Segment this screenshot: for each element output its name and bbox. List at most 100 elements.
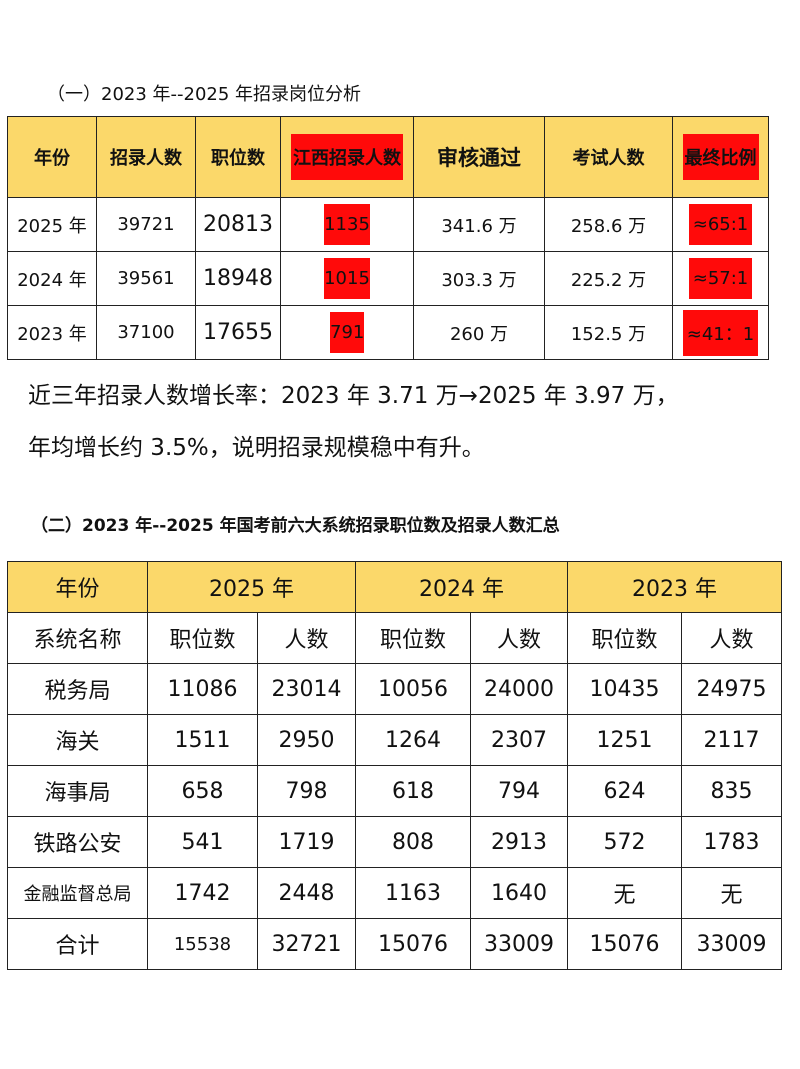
cell-value: 808 <box>355 816 471 868</box>
growth-summary-line1: 近三年招录人数增长率：2023 年 3.71 万→2025 年 3.97 万， <box>28 383 679 409</box>
table-row: 海关 1511 2950 1264 2307 1251 2117 <box>7 714 782 766</box>
cell-value: 15076 <box>567 918 682 970</box>
cell-recruits: 39561 <box>96 251 196 306</box>
cell-value: 1163 <box>355 867 471 919</box>
six-systems-summary-table: 年份 2025 年 2024 年 2023 年 系统名称 职位数 人数 职位数 … <box>7 561 782 970</box>
cell-value: 33009 <box>470 918 568 970</box>
header-year: 年份 <box>7 116 97 198</box>
header-2025: 2025 年 <box>147 561 356 613</box>
table-row: 铁路公安 541 1719 808 2913 572 1783 <box>7 816 782 868</box>
cell-recruits: 39721 <box>96 197 196 252</box>
cell-value: 10435 <box>567 663 682 715</box>
cell-value: 1251 <box>567 714 682 766</box>
cell-value: 无 <box>681 867 782 919</box>
cell-value: 10056 <box>355 663 471 715</box>
cell-system: 税务局 <box>7 663 148 715</box>
cell-value: 572 <box>567 816 682 868</box>
cell-value: 2950 <box>257 714 356 766</box>
table-row: 2023 年 37100 17655 791 260 万 152.5 万 ≈41… <box>7 305 769 360</box>
cell-approved: 303.3 万 <box>413 251 545 306</box>
ratio-value: ≈57:1 <box>688 258 753 299</box>
cell-value: 1783 <box>681 816 782 868</box>
cell-system: 铁路公安 <box>7 816 148 868</box>
header-2024: 2024 年 <box>355 561 568 613</box>
cell-year: 2025 年 <box>7 197 97 252</box>
cell-approved: 341.6 万 <box>413 197 545 252</box>
header-system-name: 系统名称 <box>7 612 148 664</box>
cell-jiangxi: 791 <box>280 305 414 360</box>
cell-value: 618 <box>355 765 471 817</box>
cell-year: 2023 年 <box>7 305 97 360</box>
cell-value: 794 <box>470 765 568 817</box>
cell-ratio: ≈57:1 <box>672 251 769 306</box>
cell-approved: 260 万 <box>413 305 545 360</box>
cell-value: 624 <box>567 765 682 817</box>
header-positions: 职位数 <box>355 612 471 664</box>
cell-value: 11086 <box>147 663 258 715</box>
header-positions: 职位数 <box>567 612 682 664</box>
cell-recruits: 37100 <box>96 305 196 360</box>
header-jiangxi: 江西招录人数 <box>280 116 414 198</box>
table-row: 金融监督总局 1742 2448 1163 1640 无 无 <box>7 867 782 919</box>
header-ratio-label: 最终比例 <box>682 134 759 180</box>
header-positions: 职位数 <box>195 116 281 198</box>
table-header-row: 年份 招录人数 职位数 江西招录人数 审核通过 考试人数 最终比例 <box>7 116 769 198</box>
cell-system: 海关 <box>7 714 148 766</box>
cell-value: 2117 <box>681 714 782 766</box>
cell-value: 1640 <box>470 867 568 919</box>
cell-year: 2024 年 <box>7 251 97 306</box>
ratio-value: ≈41：1 <box>682 309 759 356</box>
header-jiangxi-label: 江西招录人数 <box>291 134 403 180</box>
jiangxi-value: 1135 <box>324 204 370 245</box>
cell-value: 32721 <box>257 918 356 970</box>
cell-value: 1511 <box>147 714 258 766</box>
cell-jiangxi: 1015 <box>280 251 414 306</box>
cell-value: 2448 <box>257 867 356 919</box>
jiangxi-value: 791 <box>330 312 364 353</box>
header-recruits: 招录人数 <box>96 116 196 198</box>
header-people: 人数 <box>681 612 782 664</box>
header-ratio: 最终比例 <box>672 116 769 198</box>
cell-value: 1264 <box>355 714 471 766</box>
header-year-label: 年份 <box>7 561 148 613</box>
table-row: 税务局 11086 23014 10056 24000 10435 24975 <box>7 663 782 715</box>
header-2023: 2023 年 <box>567 561 782 613</box>
header-positions: 职位数 <box>147 612 258 664</box>
cell-value: 798 <box>257 765 356 817</box>
cell-value: 33009 <box>681 918 782 970</box>
cell-system: 合计 <box>7 918 148 970</box>
table-row: 2025 年 39721 20813 1135 341.6 万 258.6 万 … <box>7 197 769 252</box>
growth-summary-line2: 年均增长约 3.5%，说明招录规模稳中有升。 <box>28 435 485 461</box>
table-row: 海事局 658 798 618 794 624 835 <box>7 765 782 817</box>
cell-examinees: 225.2 万 <box>544 251 673 306</box>
cell-value: 2913 <box>470 816 568 868</box>
cell-value: 1719 <box>257 816 356 868</box>
cell-positions: 18948 <box>195 251 281 306</box>
cell-positions: 20813 <box>195 197 281 252</box>
cell-examinees: 152.5 万 <box>544 305 673 360</box>
cell-positions: 17655 <box>195 305 281 360</box>
cell-examinees: 258.6 万 <box>544 197 673 252</box>
cell-system: 海事局 <box>7 765 148 817</box>
cell-value: 2307 <box>470 714 568 766</box>
header-examinees: 考试人数 <box>544 116 673 198</box>
cell-value: 24000 <box>470 663 568 715</box>
cell-value: 835 <box>681 765 782 817</box>
jiangxi-value: 1015 <box>324 258 370 299</box>
cell-value: 541 <box>147 816 258 868</box>
cell-value: 23014 <box>257 663 356 715</box>
year-header-row: 年份 2025 年 2024 年 2023 年 <box>7 561 782 613</box>
cell-value: 24975 <box>681 663 782 715</box>
cell-value: 无 <box>567 867 682 919</box>
section2-title: （二）2023 年--2025 年国考前六大系统招录职位数及招录人数汇总 <box>31 516 560 536</box>
table-row: 2024 年 39561 18948 1015 303.3 万 225.2 万 … <box>7 251 769 306</box>
cell-system: 金融监督总局 <box>7 867 148 919</box>
recruitment-analysis-table: 年份 招录人数 职位数 江西招录人数 审核通过 考试人数 最终比例 2025 年… <box>7 116 769 360</box>
sub-header-row: 系统名称 职位数 人数 职位数 人数 职位数 人数 <box>7 612 782 664</box>
ratio-value: ≈65:1 <box>688 204 753 245</box>
total-row: 合计 15538 32721 15076 33009 15076 33009 <box>7 918 782 970</box>
cell-ratio: ≈65:1 <box>672 197 769 252</box>
header-approved: 审核通过 <box>413 116 545 198</box>
section1-title: （一）2023 年--2025 年招录岗位分析 <box>47 84 362 105</box>
cell-value: 15538 <box>147 918 258 970</box>
